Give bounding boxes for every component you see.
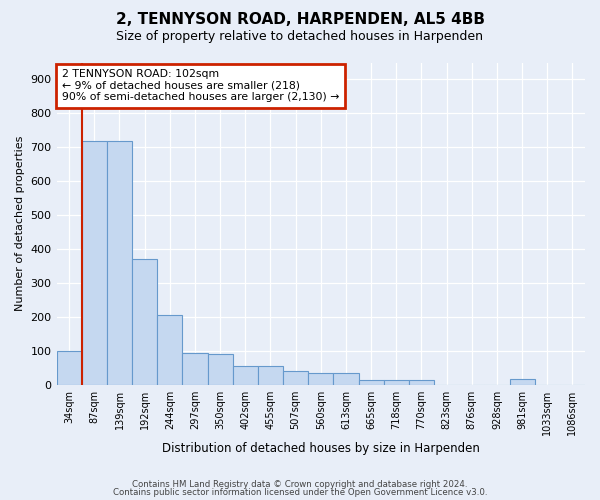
Bar: [233, 366, 258, 385]
Bar: [107, 141, 132, 385]
Bar: [56, 351, 82, 385]
Text: Size of property relative to detached houses in Harpenden: Size of property relative to detached ho…: [116, 30, 484, 43]
Bar: [132, 260, 157, 385]
Bar: [208, 354, 233, 385]
Bar: [157, 316, 182, 385]
Text: Contains HM Land Registry data © Crown copyright and database right 2024.: Contains HM Land Registry data © Crown c…: [132, 480, 468, 489]
Text: Contains public sector information licensed under the Open Government Licence v3: Contains public sector information licen…: [113, 488, 487, 497]
Bar: [509, 379, 535, 385]
X-axis label: Distribution of detached houses by size in Harpenden: Distribution of detached houses by size …: [162, 442, 480, 455]
Bar: [383, 380, 409, 385]
Bar: [182, 352, 208, 385]
Bar: [359, 380, 383, 385]
Bar: [82, 141, 107, 385]
Y-axis label: Number of detached properties: Number of detached properties: [15, 136, 25, 312]
Text: 2 TENNYSON ROAD: 102sqm
← 9% of detached houses are smaller (218)
90% of semi-de: 2 TENNYSON ROAD: 102sqm ← 9% of detached…: [62, 69, 339, 102]
Text: 2, TENNYSON ROAD, HARPENDEN, AL5 4BB: 2, TENNYSON ROAD, HARPENDEN, AL5 4BB: [115, 12, 485, 28]
Bar: [283, 372, 308, 385]
Bar: [409, 380, 434, 385]
Bar: [258, 366, 283, 385]
Bar: [334, 373, 359, 385]
Bar: [308, 373, 334, 385]
